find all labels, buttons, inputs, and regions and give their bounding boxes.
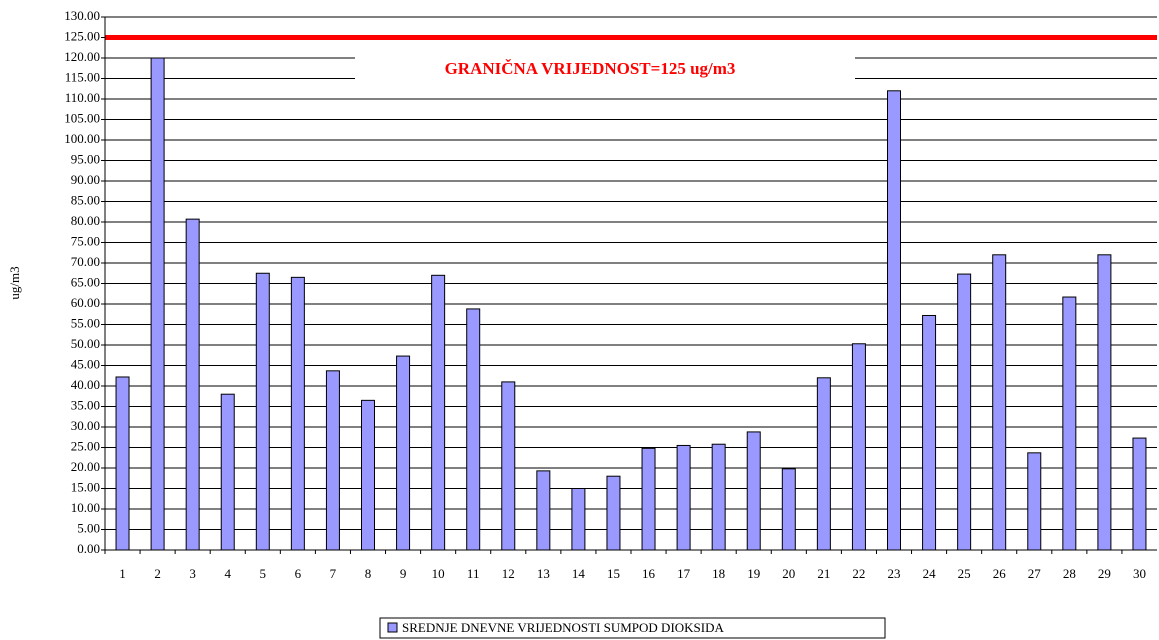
annotation-box — [355, 52, 855, 88]
x-tick-label: 26 — [993, 566, 1007, 581]
x-tick-label: 29 — [1098, 566, 1111, 581]
x-tick-label: 13 — [537, 566, 550, 581]
x-tick-label: 22 — [852, 566, 865, 581]
y-tick-label: 40.00 — [71, 377, 100, 392]
bar — [501, 381, 516, 551]
bar — [150, 57, 165, 551]
x-tick-label: 20 — [782, 566, 795, 581]
x-tick-label: 18 — [712, 566, 725, 581]
bar — [396, 355, 411, 551]
y-tick-label: 110.00 — [65, 90, 100, 105]
x-tick-label: 14 — [572, 566, 586, 581]
bar — [887, 90, 901, 551]
x-tick-label: 25 — [958, 566, 971, 581]
y-tick-label: 85.00 — [71, 192, 100, 207]
y-tick-label: 115.00 — [65, 69, 100, 84]
y-tick-label: 5.00 — [77, 520, 100, 535]
bar — [851, 343, 866, 551]
x-tick-label: 28 — [1063, 566, 1076, 581]
y-tick-label: 75.00 — [71, 233, 100, 248]
x-tick-label: 27 — [1028, 566, 1042, 581]
bar — [255, 272, 270, 551]
x-tick-label: 21 — [817, 566, 830, 581]
y-tick-label: 130.00 — [64, 8, 100, 23]
y-tick-label: 80.00 — [71, 213, 100, 228]
x-tick-label: 2 — [154, 566, 161, 581]
x-tick-label: 24 — [923, 566, 937, 581]
y-tick-label: 50.00 — [71, 336, 100, 351]
bar — [1132, 437, 1147, 551]
legend-box — [379, 617, 886, 639]
bar — [290, 276, 305, 551]
bar — [781, 468, 796, 551]
bar — [466, 308, 481, 551]
threshold-label: GRANIČNA VRIJEDNOST=125 ug/m3 — [445, 59, 736, 78]
bar — [1062, 296, 1077, 551]
bar — [571, 488, 586, 551]
bar — [536, 470, 551, 551]
y-tick-label: 70.00 — [71, 254, 100, 269]
x-tick-label: 7 — [330, 566, 337, 581]
bar — [922, 314, 937, 551]
y-tick-label: 0.00 — [77, 541, 100, 556]
x-tick-label: 9 — [400, 566, 407, 581]
bar — [606, 475, 621, 551]
bar — [641, 447, 656, 551]
bar — [115, 376, 130, 551]
y-tick-label: 35.00 — [71, 397, 100, 412]
x-tick-label: 30 — [1133, 566, 1146, 581]
x-tick-label: 19 — [747, 566, 760, 581]
legend-swatch — [387, 622, 398, 633]
y-tick-label: 45.00 — [71, 356, 100, 371]
bar — [711, 443, 726, 551]
bar — [185, 218, 200, 551]
y-tick-label: 25.00 — [71, 438, 100, 453]
y-tick-label: 90.00 — [71, 172, 100, 187]
x-tick-label: 12 — [502, 566, 515, 581]
y-tick-label: 20.00 — [71, 459, 100, 474]
bar — [676, 444, 691, 551]
x-tick-label: 8 — [365, 566, 372, 581]
bar — [1097, 254, 1112, 551]
bar — [431, 274, 446, 551]
x-tick-label: 1 — [119, 566, 126, 581]
bar — [816, 377, 831, 551]
x-tick-label: 16 — [642, 566, 656, 581]
x-tick-label: 6 — [295, 566, 302, 581]
x-tick-label: 3 — [189, 566, 196, 581]
bar — [957, 273, 972, 551]
x-tick-label: 5 — [260, 566, 267, 581]
y-tick-label: 120.00 — [64, 49, 100, 64]
y-tick-label: 60.00 — [71, 295, 100, 310]
x-tick-label: 15 — [607, 566, 620, 581]
x-tick-label: 4 — [224, 566, 231, 581]
y-tick-label: 105.00 — [64, 110, 100, 125]
y-tick-label: 125.00 — [64, 28, 100, 43]
y-tick-label: 55.00 — [71, 315, 100, 330]
y-tick-label: 10.00 — [71, 500, 100, 515]
bar — [992, 254, 1007, 551]
x-tick-label: 10 — [432, 566, 445, 581]
x-tick-label: 23 — [888, 566, 901, 581]
x-tick-label: 11 — [467, 566, 480, 581]
y-tick-label: 65.00 — [71, 274, 100, 289]
y-axis-label: ug/m3 — [7, 266, 22, 299]
bar — [1027, 452, 1042, 551]
y-tick-label: 95.00 — [71, 151, 100, 166]
x-tick-label: 17 — [677, 566, 691, 581]
bar — [220, 393, 235, 551]
y-tick-label: 15.00 — [71, 479, 100, 494]
bar — [361, 399, 375, 551]
y-tick-label: 100.00 — [64, 131, 100, 146]
legend-label: SREDNJE DNEVNE VRIJEDNOSTI SUMPOD DIOKSI… — [402, 620, 724, 635]
bar — [325, 370, 340, 551]
y-tick-label: 30.00 — [71, 418, 100, 433]
bar — [746, 431, 761, 551]
